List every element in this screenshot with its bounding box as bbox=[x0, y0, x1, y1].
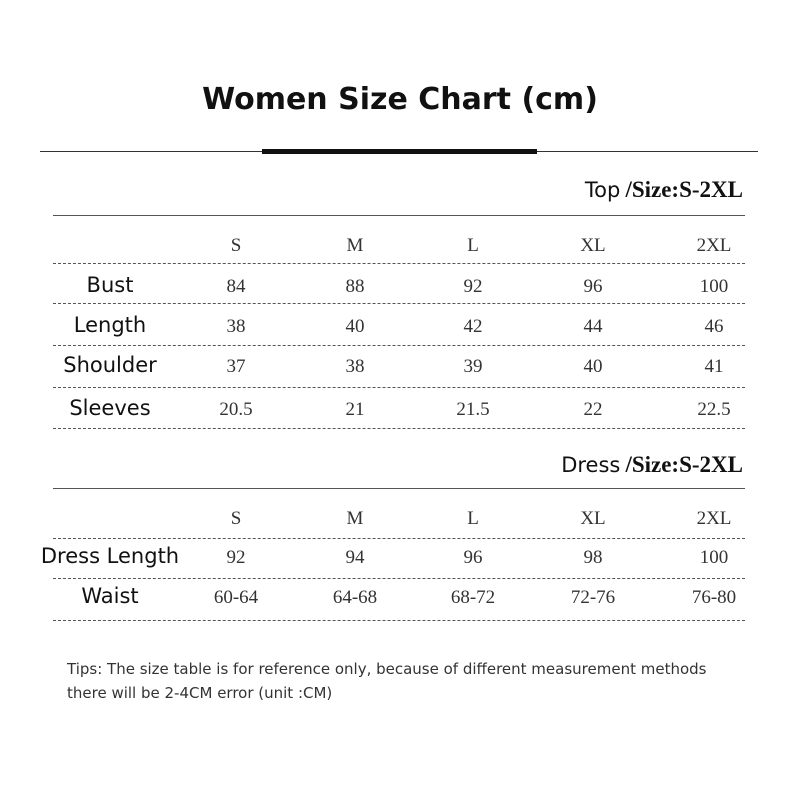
cell: 72-76 bbox=[570, 587, 616, 608]
row-divider bbox=[53, 620, 745, 621]
size-header: 2XL bbox=[696, 235, 732, 256]
section-name: Dress bbox=[561, 453, 621, 477]
cell: 76-80 bbox=[691, 587, 737, 608]
section-label: Dress /Size:S-2XL bbox=[561, 452, 743, 478]
size-header: XL bbox=[580, 508, 606, 529]
row-divider bbox=[53, 345, 745, 346]
cell: 68-72 bbox=[450, 587, 496, 608]
cell: 96 bbox=[583, 276, 603, 297]
size-header: M bbox=[346, 235, 364, 256]
cell: 60-64 bbox=[213, 587, 259, 608]
cell: 40 bbox=[345, 316, 365, 337]
title-accent bbox=[262, 149, 537, 154]
cell: 94 bbox=[345, 547, 365, 568]
cell: 42 bbox=[463, 316, 483, 337]
cell: 40 bbox=[583, 356, 603, 377]
tip-line: Tips: The size table is for reference on… bbox=[67, 660, 707, 678]
size-range: /Size:S-2XL bbox=[625, 452, 743, 477]
cell: 92 bbox=[463, 276, 483, 297]
row-divider bbox=[53, 578, 745, 579]
row-divider bbox=[53, 263, 745, 264]
cell: 100 bbox=[699, 276, 729, 297]
row-divider bbox=[53, 387, 745, 388]
row-divider bbox=[53, 303, 745, 304]
cell: 22.5 bbox=[697, 399, 731, 420]
row-label: Waist bbox=[81, 584, 139, 608]
row-label: Length bbox=[73, 313, 147, 337]
size-header: S bbox=[230, 235, 242, 256]
cell: 41 bbox=[704, 356, 724, 377]
section-label: Top /Size:S-2XL bbox=[585, 177, 743, 203]
cell: 96 bbox=[463, 547, 483, 568]
size-range: /Size:S-2XL bbox=[625, 177, 743, 202]
size-header: 2XL bbox=[696, 508, 732, 529]
cell: 92 bbox=[226, 547, 246, 568]
row-label: Sleeves bbox=[69, 396, 151, 420]
cell: 84 bbox=[226, 276, 246, 297]
cell: 100 bbox=[699, 547, 729, 568]
size-header: L bbox=[467, 235, 479, 256]
cell: 64-68 bbox=[332, 587, 378, 608]
cell: 98 bbox=[583, 547, 603, 568]
cell: 46 bbox=[704, 316, 724, 337]
cell: 38 bbox=[226, 316, 246, 337]
cell: 21.5 bbox=[456, 399, 490, 420]
cell: 21 bbox=[345, 399, 365, 420]
size-header: XL bbox=[580, 235, 606, 256]
cell: 44 bbox=[583, 316, 603, 337]
title: Women Size Chart (cm) bbox=[202, 82, 598, 117]
size-header: S bbox=[230, 508, 242, 529]
row-label: Dress Length bbox=[40, 544, 180, 568]
section-rule bbox=[53, 488, 745, 489]
row-label: Bust bbox=[86, 273, 134, 297]
cell: 38 bbox=[345, 356, 365, 377]
cell: 22 bbox=[583, 399, 603, 420]
row-divider bbox=[53, 428, 745, 429]
cell: 39 bbox=[463, 356, 483, 377]
cell: 37 bbox=[226, 356, 246, 377]
row-label: Shoulder bbox=[63, 353, 157, 377]
cell: 88 bbox=[345, 276, 365, 297]
tip-line: there will be 2-4CM error (unit :CM) bbox=[67, 684, 333, 702]
row-divider bbox=[53, 538, 745, 539]
cell: 20.5 bbox=[219, 399, 253, 420]
size-header: L bbox=[467, 508, 479, 529]
section-rule bbox=[53, 215, 745, 216]
size-header: M bbox=[346, 508, 364, 529]
section-name: Top bbox=[584, 178, 621, 202]
